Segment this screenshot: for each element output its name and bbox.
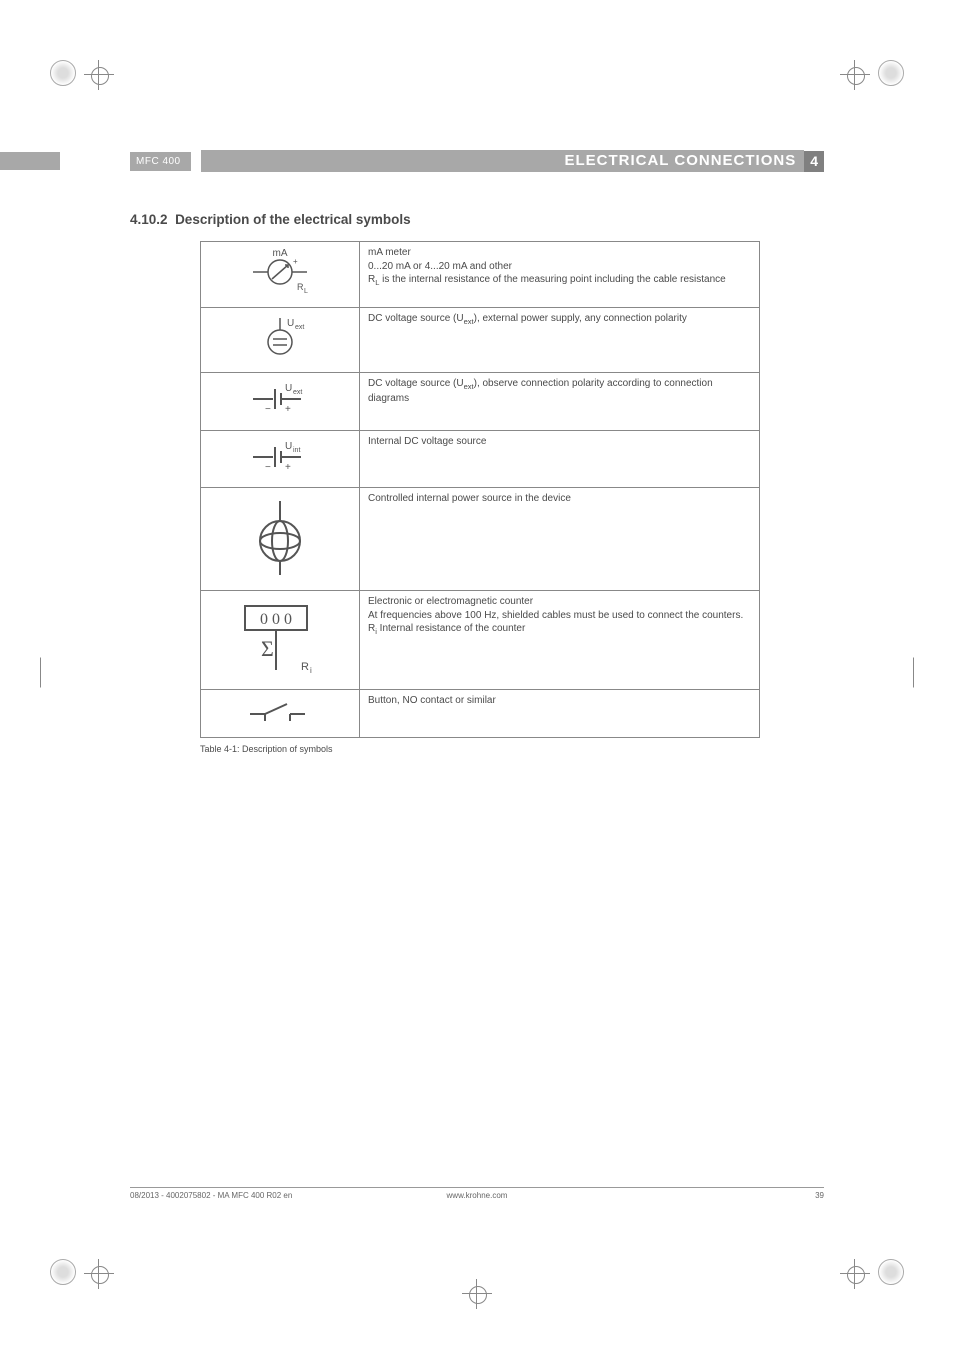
svg-text:L: L	[304, 288, 308, 295]
svg-text:U: U	[285, 441, 292, 452]
svg-text:Σ: Σ	[261, 636, 274, 661]
svg-text:U: U	[285, 383, 292, 394]
section-title-text: Description of the electrical symbols	[175, 212, 411, 227]
svg-text:−: −	[265, 404, 271, 415]
svg-text:mA: mA	[273, 248, 288, 259]
symbol-cell-uext-any: Uext	[201, 307, 360, 373]
crop-mark-br	[844, 1259, 904, 1290]
desc-cell: mA meter0...20 mA or 4...20 mA and other…	[360, 242, 760, 308]
table-row: Controlled internal power source in the …	[201, 488, 760, 591]
table-row: Uext DC voltage source (Uext), external …	[201, 307, 760, 373]
desc-cell: DC voltage source (Uext), external power…	[360, 307, 760, 373]
table-row: 0 0 0 Σ Ri Electronic or electromagnetic c…	[201, 591, 760, 690]
symbol-cell-uint: Uint − +	[201, 430, 360, 488]
section-heading: 4.10.2 Description of the electrical sym…	[130, 212, 824, 227]
table-row: Uint − + Internal DC voltage source	[201, 430, 760, 488]
page-title: ELECTRICAL CONNECTIONS	[201, 150, 805, 172]
svg-text:i: i	[310, 666, 312, 675]
header-bar-left	[0, 152, 60, 170]
desc-cell: Controlled internal power source in the …	[360, 488, 760, 591]
symbol-cell-button-no	[201, 690, 360, 738]
page-header: MFC 400 ELECTRICAL CONNECTIONS 4	[130, 150, 824, 172]
desc-cell: DC voltage source (Uext), observe connec…	[360, 373, 760, 431]
table-row: Uext − + DC voltage source (Uext), observe…	[201, 373, 760, 431]
svg-text:ext: ext	[295, 324, 304, 331]
crop-mark-ml	[40, 658, 41, 693]
section-number: 4.10.2	[130, 212, 168, 227]
crop-mark-tl	[50, 60, 110, 91]
footer-right: 39	[593, 1191, 824, 1200]
svg-text:+: +	[293, 257, 298, 266]
svg-text:U: U	[287, 318, 294, 329]
product-badge: MFC 400	[130, 152, 191, 171]
svg-text:int: int	[293, 447, 300, 454]
svg-text:+: +	[285, 404, 291, 415]
table-row: Button, NO contact or similar	[201, 690, 760, 738]
table-row: mA + RL mA meter0...20 mA or 4...20 mA and…	[201, 242, 760, 308]
table-caption: Table 4-1: Description of symbols	[200, 744, 824, 754]
svg-text:0 0 0: 0 0 0	[260, 611, 292, 628]
desc-cell: Button, NO contact or similar	[360, 690, 760, 738]
page-footer: 08/2013 - 4002075802 - MA MFC 400 R02 en…	[130, 1187, 824, 1200]
chapter-number: 4	[804, 151, 824, 172]
svg-text:+: +	[285, 462, 291, 473]
footer-center: www.krohne.com	[361, 1191, 592, 1200]
symbol-cell-uext-polarity: Uext − +	[201, 373, 360, 431]
symbols-table: mA+RL mA meter0...20 mA or 4...20 mA and…	[200, 241, 760, 738]
symbol-cell-controlled-source	[201, 488, 360, 591]
svg-text:−: −	[265, 462, 271, 473]
crop-mark-bl	[50, 1259, 110, 1290]
desc-cell: Electronic or electromagnetic counterAt …	[360, 591, 760, 690]
crop-mark-bc	[466, 1283, 488, 1310]
footer-left: 08/2013 - 4002075802 - MA MFC 400 R02 en	[130, 1191, 361, 1200]
symbol-cell-ma-meter: mA + RL	[201, 242, 360, 308]
svg-text:ext: ext	[293, 389, 302, 396]
crop-mark-mr	[913, 658, 914, 693]
crop-mark-tr	[844, 60, 904, 91]
svg-text:R: R	[297, 282, 304, 292]
symbol-cell-counter: 0 0 0 Σ Ri	[201, 591, 360, 690]
svg-text:R: R	[301, 661, 309, 673]
desc-cell: Internal DC voltage source	[360, 430, 760, 488]
